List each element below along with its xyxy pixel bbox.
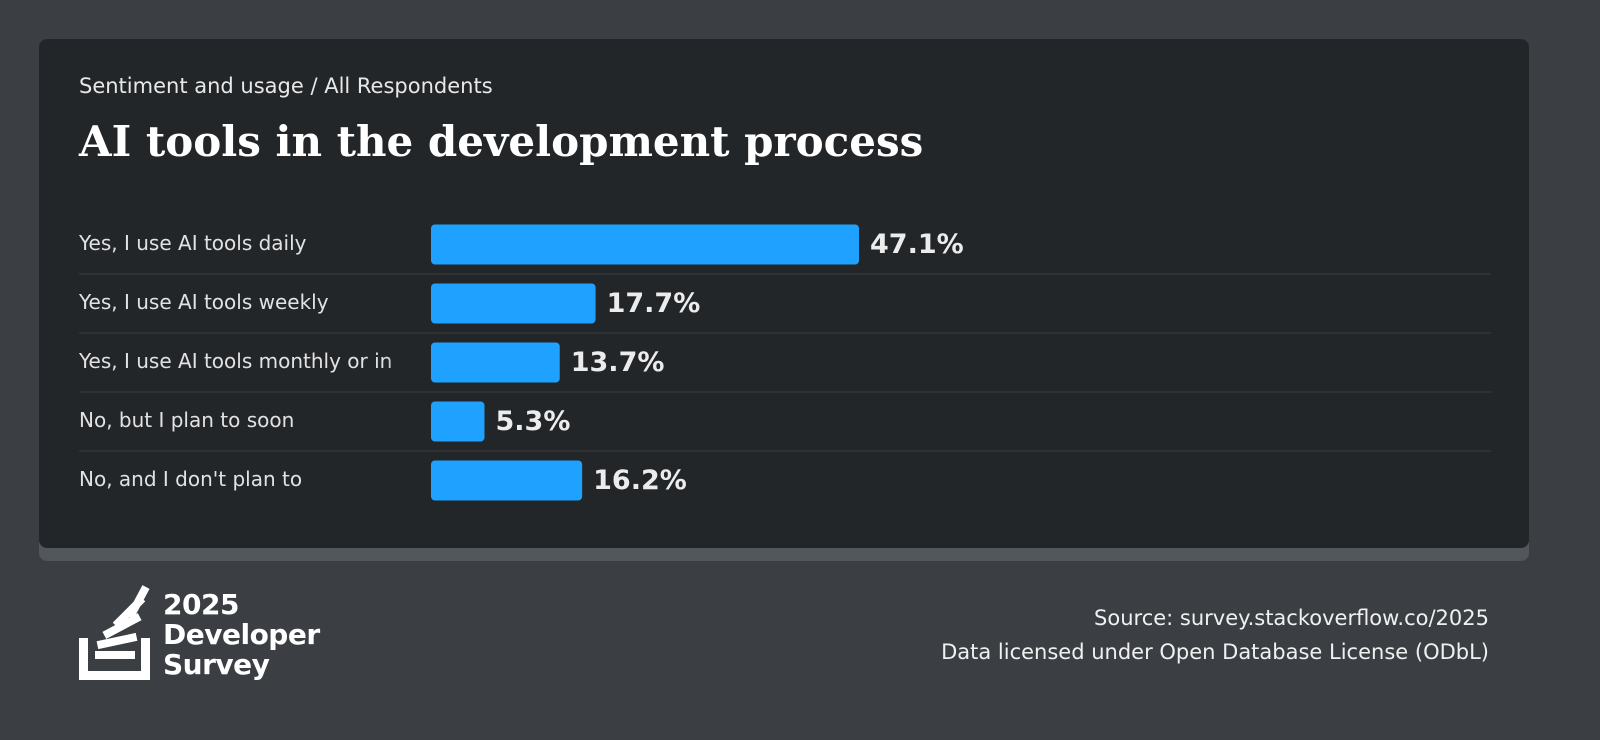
bar	[431, 283, 596, 324]
chart-title: AI tools in the development process	[78, 117, 923, 166]
label-fade	[385, 220, 420, 520]
value-label: 13.7%	[571, 347, 665, 378]
category-label: No, and I don't plan to	[79, 467, 302, 491]
value-label: 47.1%	[870, 229, 964, 260]
category-labels: Yes, I use AI tools daily Yes, I use AI t…	[78, 231, 392, 491]
bar	[431, 460, 583, 501]
logo-text: Survey	[163, 648, 270, 681]
bar	[431, 401, 485, 442]
rows: 47.1% 17.7% 13.7%5.3% 16.2%	[79, 224, 1491, 501]
subtitle: Sentiment and usage / All Respondents	[79, 74, 493, 98]
logo-text: 2025	[163, 588, 239, 621]
value-label: 5.3%	[495, 406, 570, 437]
category-label: Yes, I use AI tools monthly or in	[78, 349, 392, 373]
category-label: No, but I plan to soon	[79, 408, 294, 432]
value-label: 17.7%	[607, 288, 701, 319]
logo-text: Developer	[163, 618, 320, 651]
value-label: 16.2%	[593, 465, 687, 496]
category-label: Yes, I use AI tools daily	[78, 231, 307, 255]
category-label: Yes, I use AI tools weekly	[78, 290, 329, 314]
logo-icon	[79, 585, 150, 680]
bar	[431, 224, 859, 265]
license: Data licensed under Open Database Licens…	[941, 640, 1489, 664]
bar	[431, 342, 560, 383]
source: Source: survey.stackoverflow.co/2025	[1094, 606, 1489, 630]
